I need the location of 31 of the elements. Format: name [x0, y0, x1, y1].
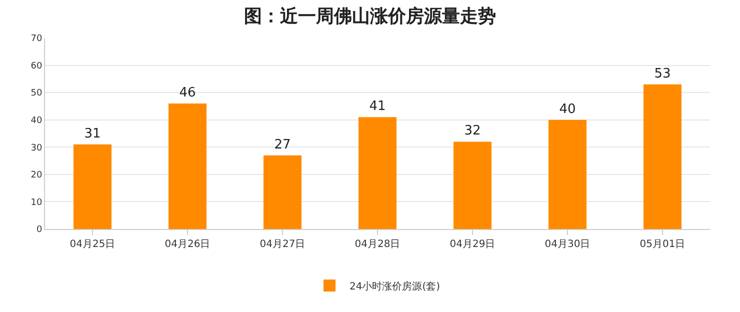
- x-tick-label: 04月26日: [164, 239, 210, 250]
- x-tick-label: 04月30日: [544, 239, 590, 250]
- x-tick-label: 04月29日: [450, 239, 496, 250]
- data-label: 32: [464, 124, 481, 139]
- chart-title: 图：近一周佛山涨价房源量走势: [244, 6, 496, 27]
- data-label: 27: [274, 137, 291, 152]
- y-tick-label: 10: [30, 198, 42, 208]
- data-label: 31: [84, 126, 101, 142]
- x-tick-label: 04月25日: [70, 239, 116, 250]
- y-tick-label: 0: [36, 225, 42, 236]
- x-tick-label: 04月27日: [260, 239, 306, 250]
- bar: [168, 103, 206, 229]
- y-tick-label: 20: [30, 170, 42, 181]
- data-label: 41: [369, 99, 386, 114]
- bar: [264, 155, 302, 229]
- y-tick-label: 30: [30, 143, 42, 154]
- x-tick-label: 05月01日: [640, 239, 686, 250]
- x-tick-label: 04月28日: [354, 239, 400, 250]
- bar: [548, 120, 586, 229]
- y-tick-label: 70: [30, 34, 42, 44]
- bar: [358, 117, 396, 229]
- y-tick-label: 60: [30, 61, 42, 72]
- legend-label: 24小时涨价房源(套): [350, 280, 440, 292]
- y-tick-label: 50: [30, 88, 42, 99]
- data-label: 53: [654, 66, 671, 82]
- bar: [454, 142, 492, 229]
- data-label: 46: [179, 85, 196, 100]
- data-label: 40: [559, 102, 576, 117]
- y-tick-label: 40: [30, 116, 42, 126]
- bar: [644, 84, 682, 229]
- bar: [74, 144, 112, 229]
